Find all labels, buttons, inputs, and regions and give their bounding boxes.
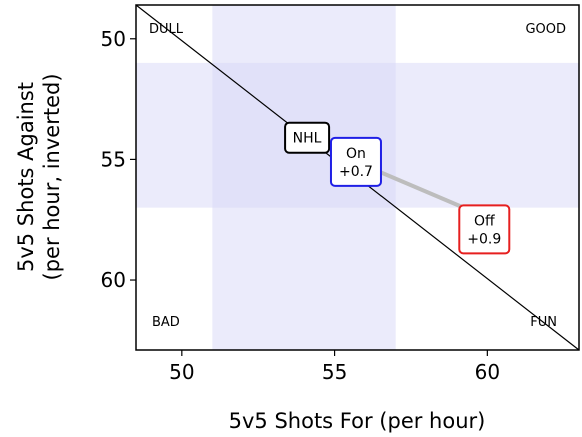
corner-label-dull: DULL: [149, 22, 184, 37]
x-tick-label: 50: [169, 360, 194, 384]
point-nhl: NHL: [284, 121, 331, 154]
point-box-on: [329, 136, 382, 187]
point-layer: NHL On +0.7 Off +0.9: [284, 121, 511, 255]
x-tick-label: 60: [475, 360, 500, 384]
corner-label-fun: FUN: [530, 315, 557, 330]
point-on: On +0.7: [329, 136, 382, 187]
point-label-off-1: Off: [474, 213, 495, 229]
corner-label-good: GOOD: [525, 22, 566, 37]
point-label-off-2: +0.9: [467, 231, 501, 247]
tick-layer: 50 55 60 50 55 60: [101, 27, 501, 384]
y-axis-label-line-1: 5v5 Shots Against: [14, 82, 38, 272]
y-axis-label-line-2: (per hour, inverted): [40, 73, 64, 280]
x-axis-label: 5v5 Shots For (per hour): [229, 409, 486, 433]
point-label-on-2: +0.7: [339, 164, 373, 180]
point-box-off: [458, 204, 511, 255]
point-box-nhl: [284, 121, 331, 154]
y-tick-label: 55: [101, 147, 126, 171]
y-tick-label: 50: [101, 27, 126, 51]
plot-frame: [135, 4, 580, 351]
point-off: Off +0.9: [458, 204, 511, 255]
point-label-nhl-1: NHL: [293, 131, 322, 147]
corner-label-layer: DULL GOOD BAD FUN: [149, 22, 566, 330]
y-tick-label: 60: [101, 268, 126, 292]
point-label-on-1: On: [346, 146, 366, 162]
corner-label-bad: BAD: [152, 315, 180, 330]
x-tick-label: 55: [322, 360, 347, 384]
